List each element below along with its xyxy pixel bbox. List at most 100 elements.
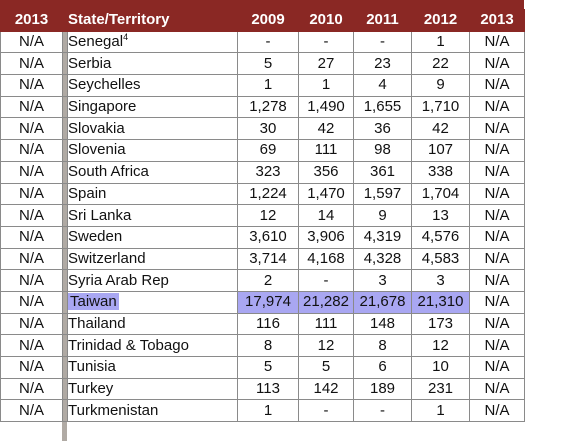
cell-2010: 3,906 bbox=[298, 225, 354, 249]
cell-2010: 12 bbox=[298, 334, 354, 357]
header-2011: 2011 bbox=[353, 9, 412, 32]
state-name: Spain bbox=[68, 184, 107, 202]
cell-2012: 22 bbox=[411, 52, 470, 76]
cell-2013: N/A bbox=[469, 182, 525, 206]
cell-2011: - bbox=[353, 30, 412, 54]
cell-2009: 1 bbox=[237, 399, 299, 423]
cell-2009: 69 bbox=[237, 139, 299, 162]
cell-2010: 1 bbox=[298, 74, 354, 97]
cell-state: Sweden bbox=[67, 225, 238, 249]
cell-state: Trinidad & Tobago bbox=[67, 334, 238, 357]
cell-state: Switzerland bbox=[67, 247, 238, 271]
cell-2012: 9 bbox=[411, 74, 470, 97]
cell-2011: - bbox=[353, 399, 412, 423]
cell-2010: 42 bbox=[298, 117, 354, 141]
cell-left-2013: N/A bbox=[0, 182, 63, 206]
cell-2011: 4 bbox=[353, 74, 412, 97]
table-row: N/A Thailand 116 111 148 173 N/A bbox=[0, 312, 525, 336]
cell-left-2013: N/A bbox=[0, 160, 63, 184]
cell-2009: 3,610 bbox=[237, 225, 299, 249]
state-name: South Africa bbox=[68, 163, 149, 181]
cell-2011: 36 bbox=[353, 117, 412, 141]
state-name: Switzerland bbox=[68, 249, 146, 267]
table-row: N/A Tunisia 5 5 6 10 N/A bbox=[0, 356, 525, 379]
cell-2013: N/A bbox=[469, 52, 525, 76]
cell-2009: 5 bbox=[237, 52, 299, 76]
cell-2009: 8 bbox=[237, 334, 299, 357]
cell-left-2013: N/A bbox=[0, 269, 63, 292]
cell-2013: N/A bbox=[469, 74, 525, 97]
cell-state: Sri Lanka bbox=[67, 204, 238, 227]
cell-2010: 1,470 bbox=[298, 182, 354, 206]
state-name: Singapore bbox=[68, 98, 137, 116]
cell-state: Seychelles bbox=[67, 74, 238, 97]
cell-state: Serbia bbox=[67, 52, 238, 76]
cell-2009: 2 bbox=[237, 269, 299, 292]
cell-2011: 189 bbox=[353, 377, 412, 401]
state-name: Seychelles bbox=[68, 76, 141, 94]
table-row: N/A Sri Lanka 12 14 9 13 N/A bbox=[0, 204, 525, 227]
cell-left-2013: N/A bbox=[0, 247, 63, 271]
cell-2011: 3 bbox=[353, 269, 412, 292]
cell-left-2013: N/A bbox=[0, 30, 63, 54]
table-row: N/A Slovenia 69 111 98 107 N/A bbox=[0, 139, 525, 162]
state-name: Turkmenistan bbox=[68, 401, 159, 419]
cell-2012: 338 bbox=[411, 160, 470, 184]
cell-2010: 21,282 bbox=[298, 290, 354, 314]
cell-2009: 5 bbox=[237, 356, 299, 379]
state-name: Slovenia bbox=[68, 141, 126, 159]
header-state: State/Territory bbox=[67, 9, 238, 32]
cell-2009: 1 bbox=[237, 74, 299, 97]
cell-2013: N/A bbox=[469, 247, 525, 271]
cell-left-2013: N/A bbox=[0, 117, 63, 141]
cell-2012: 107 bbox=[411, 139, 470, 162]
data-table: 2013 State/Territory 2009 2010 2011 2012… bbox=[0, 9, 525, 423]
cell-2013: N/A bbox=[469, 312, 525, 336]
cell-2013: N/A bbox=[469, 225, 525, 249]
header-2013: 2013 bbox=[469, 9, 525, 32]
header-2009: 2009 bbox=[237, 9, 299, 32]
header-2012: 2012 bbox=[411, 9, 470, 32]
cell-2011: 23 bbox=[353, 52, 412, 76]
cell-2012: 12 bbox=[411, 334, 470, 357]
table-row: N/A Sweden 3,610 3,906 4,319 4,576 N/A bbox=[0, 225, 525, 249]
cell-left-2013: N/A bbox=[0, 74, 63, 97]
cell-left-2013: N/A bbox=[0, 334, 63, 357]
table-row: N/A Taiwan 17,974 21,282 21,678 21,310 N/A bbox=[0, 290, 525, 314]
cell-left-2013: N/A bbox=[0, 95, 63, 119]
cell-2011: 1,597 bbox=[353, 182, 412, 206]
table-row: N/A Slovakia 30 42 36 42 N/A bbox=[0, 117, 525, 141]
cell-2009: 113 bbox=[237, 377, 299, 401]
cell-2011: 9 bbox=[353, 204, 412, 227]
cell-2010: 27 bbox=[298, 52, 354, 76]
cell-left-2013: N/A bbox=[0, 312, 63, 336]
cell-state: Slovenia bbox=[67, 139, 238, 162]
cell-2011: 1,655 bbox=[353, 95, 412, 119]
cell-2012: 1 bbox=[411, 399, 470, 423]
cell-2009: 1,224 bbox=[237, 182, 299, 206]
cell-2013: N/A bbox=[469, 334, 525, 357]
cell-2010: 356 bbox=[298, 160, 354, 184]
cell-state: Spain bbox=[67, 182, 238, 206]
cell-2012: 1,704 bbox=[411, 182, 470, 206]
header-left-year: 2013 bbox=[0, 9, 63, 32]
state-name: Thailand bbox=[68, 314, 126, 332]
cell-2013: N/A bbox=[469, 399, 525, 423]
table-row: N/A South Africa 323 356 361 338 N/A bbox=[0, 160, 525, 184]
cell-2009: 323 bbox=[237, 160, 299, 184]
table-row: N/A Switzerland 3,714 4,168 4,328 4,583 N/A bbox=[0, 247, 525, 271]
table-row: N/A Serbia 5 27 23 22 N/A bbox=[0, 52, 525, 76]
state-name: Sweden bbox=[68, 228, 123, 246]
cell-state: Thailand bbox=[67, 312, 238, 336]
table-row: N/A Trinidad & Tobago 8 12 8 12 N/A bbox=[0, 334, 525, 357]
cell-left-2013: N/A bbox=[0, 290, 63, 314]
cell-2013: N/A bbox=[469, 377, 525, 401]
cell-state: Taiwan bbox=[67, 290, 238, 314]
cell-2009: - bbox=[237, 30, 299, 54]
cell-2012: 10 bbox=[411, 356, 470, 379]
state-name: Syria Arab Rep bbox=[68, 271, 169, 289]
cell-2010: 111 bbox=[298, 139, 354, 162]
header-2010: 2010 bbox=[298, 9, 354, 32]
table-row: N/A Senegal4- - -1 N/A bbox=[0, 30, 525, 54]
state-name: Taiwan bbox=[68, 293, 119, 311]
